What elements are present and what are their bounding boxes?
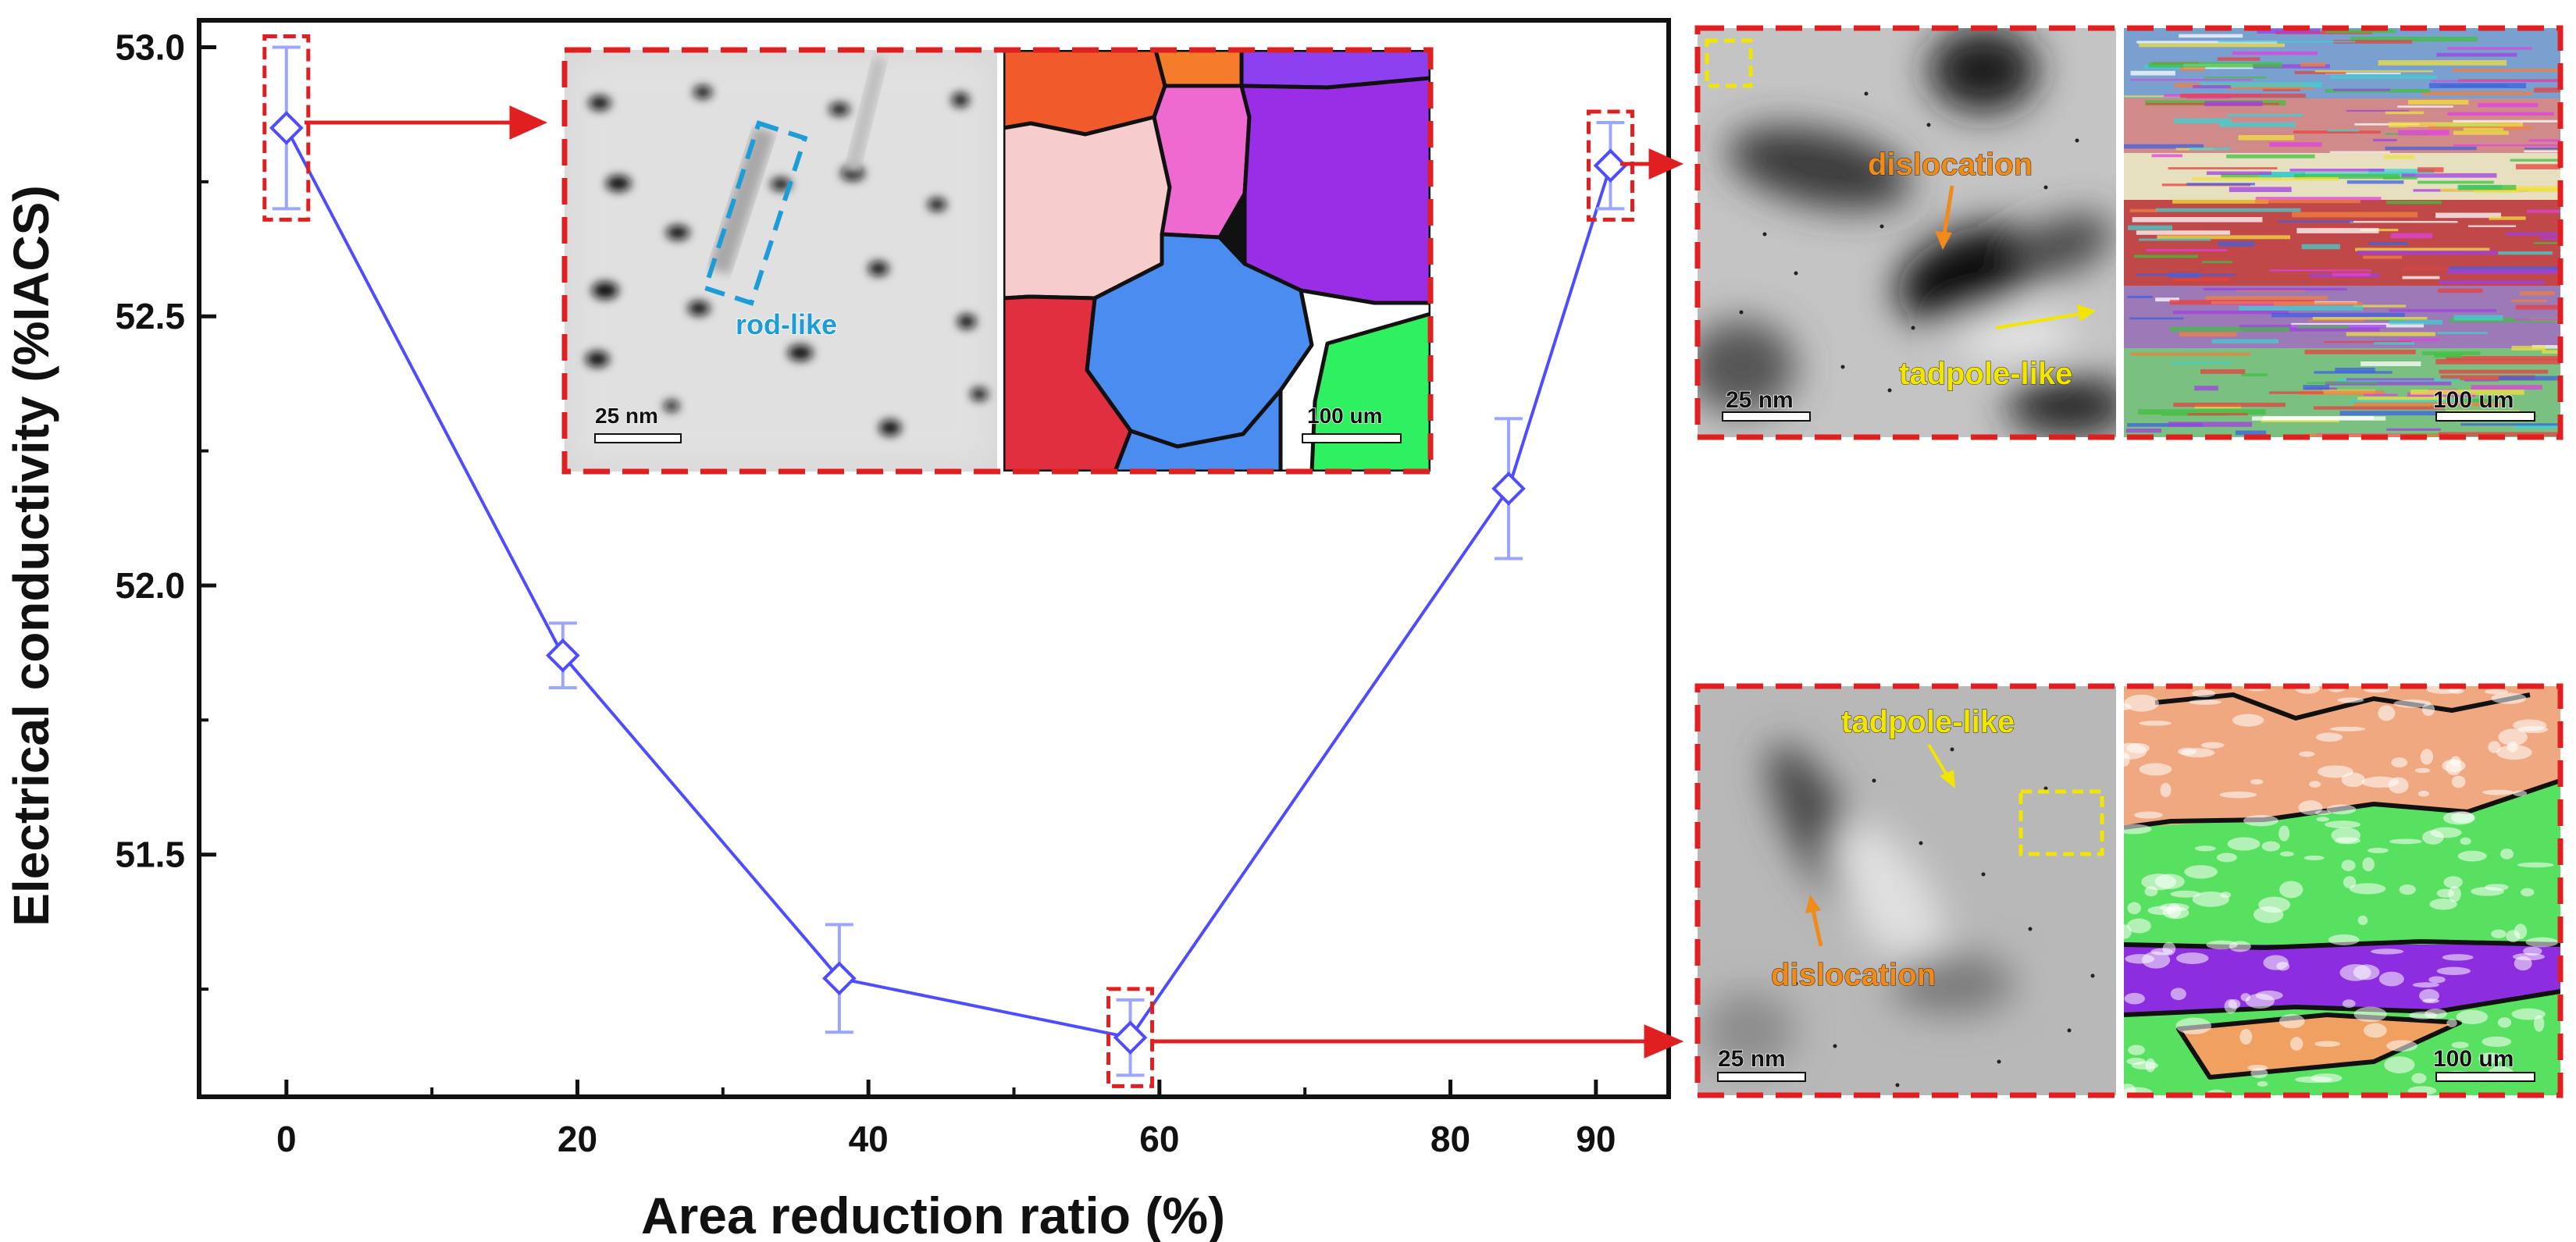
series-layer: [262, 34, 1634, 1088]
annotation-dislocation-bottom: dislocation: [1771, 958, 1936, 992]
inset-frame-bottom-right: [1694, 683, 2564, 1098]
arrowhead-top-center: [509, 105, 548, 140]
tem-image-58pct: [1698, 686, 2116, 1095]
tem-image-rod-like: [565, 50, 997, 472]
y-tick-label: 53.0: [115, 27, 185, 67]
scale-label-ebsd-top-center: 100 um: [1307, 404, 1383, 428]
scale-label-tem-top-center: 25 nm: [595, 404, 658, 428]
arrowhead-bottom-right: [1644, 1024, 1684, 1059]
x-tick-label: 40: [849, 1119, 889, 1159]
ebsd-map-90pct: [2124, 28, 2560, 437]
y-axis-title: Electrical conductivity (%IACS): [3, 185, 59, 927]
dislocation-arrow-bottom: [1811, 909, 1823, 947]
ebsd-map-58pct: [2124, 686, 2560, 1095]
data-point-marker: [546, 638, 580, 673]
pointer-arrows: [305, 105, 1684, 1059]
data-point-marker: [1113, 1020, 1148, 1055]
ebsd-map-undeformed: [1003, 50, 1431, 472]
x-tick-label: 80: [1431, 1119, 1470, 1159]
data-point-marker: [1593, 148, 1628, 183]
y-tick-label: 51.5: [115, 835, 185, 875]
tadpole-arrow-top: [1995, 312, 2081, 329]
arrowhead-top-right: [1648, 148, 1684, 180]
tadpole-arrow-bottom: [1927, 743, 1949, 778]
scale-bar-tem-bottom-right: [1717, 1072, 1806, 1082]
highlight-box: [1106, 987, 1155, 1088]
inset-top-center: rod-like 25 nm 100 um: [561, 47, 1434, 475]
dislocation-arrow-top: [1942, 185, 1954, 235]
inset-frame-top-right: [1694, 25, 2564, 440]
data-point-marker: [1491, 472, 1526, 506]
scale-bar-ebsd-bottom-right: [2435, 1072, 2535, 1082]
scale-label-ebsd-bottom-right: 100 um: [2433, 1046, 2514, 1072]
x-tick-label: 20: [558, 1119, 597, 1159]
y-tick-label: 52.0: [115, 565, 185, 606]
inset-bottom-right: tadpole-like dislocation 25 nm 100 um: [1694, 683, 2564, 1098]
annotation-dislocation-top: dislocation: [1868, 148, 2033, 182]
x-tick-label: 90: [1576, 1119, 1616, 1159]
scale-label-ebsd-top-right: 100 um: [2433, 387, 2514, 413]
x-tick-label: 0: [276, 1119, 297, 1159]
annotation-tadpole-like-top: tadpole-like: [1899, 357, 2072, 391]
axis-ticks: 51.5 52.0 52.5 53.0 0 20 40 60 80 90: [115, 27, 1616, 1159]
x-tick-label: 60: [1139, 1119, 1179, 1159]
annotation-tadpole-like-bottom: tadpole-like: [1841, 705, 2015, 739]
scale-bar-ebsd-top-center: [1302, 433, 1402, 443]
scale-label-tem-bottom-right: 25 nm: [1718, 1046, 1786, 1072]
scale-bar-tem-top-center: [594, 433, 682, 443]
inset-top-right: dislocation tadpole-like 25 nm 100 um: [1694, 25, 2564, 440]
data-point-marker: [822, 961, 857, 996]
highlight-box: [262, 34, 311, 222]
data-point-marker: [269, 111, 304, 145]
y-tick-label: 52.5: [115, 296, 185, 336]
scale-label-tem-top-right: 25 nm: [1726, 387, 1794, 413]
inset-frame-top-center: [561, 47, 1434, 475]
scale-bar-ebsd-top-right: [2435, 411, 2535, 422]
tem-image-90pct: [1698, 28, 2116, 437]
scale-bar-tem-top-right: [1722, 411, 1811, 422]
annotation-rod-like: rod-like: [736, 308, 837, 340]
series-line: [285, 126, 1612, 1040]
x-axis-title: Area reduction ratio (%): [641, 1187, 1225, 1242]
